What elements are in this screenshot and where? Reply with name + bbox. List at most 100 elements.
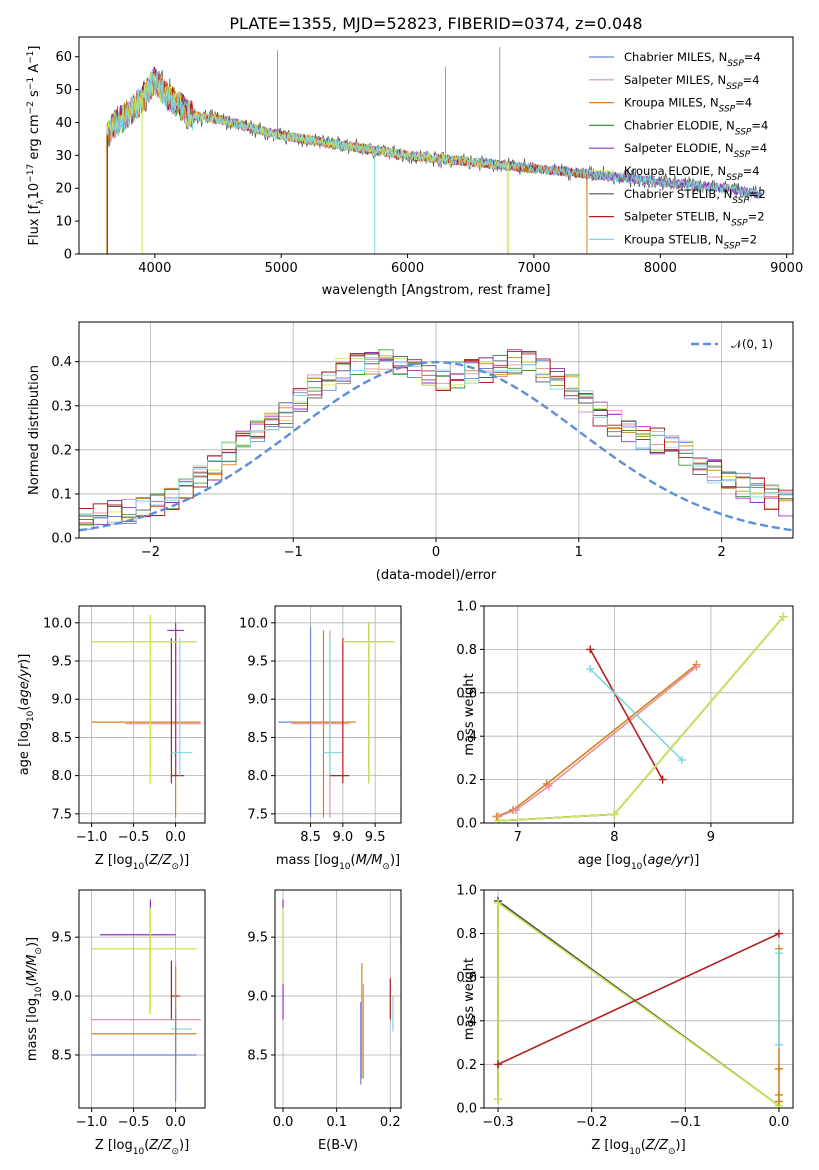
y-tick-label: 0.0 <box>456 817 477 832</box>
label-fragment: age/yr <box>647 853 690 868</box>
label-fragment: Salpeter ELODIE, N <box>624 141 734 155</box>
x-axis-label: Z [log10(Z/Z⊙)] <box>591 1138 685 1157</box>
axes-frame <box>274 889 402 1109</box>
y-tick-label: 10.0 <box>43 616 72 631</box>
histogram-step <box>79 355 793 526</box>
data-point <box>494 1060 503 1069</box>
y-tick-label: 10 <box>55 215 72 230</box>
y-tick-label: 1.0 <box>456 600 477 615</box>
y-tick-label: 50 <box>55 83 72 98</box>
x-tick-label: 9.5 <box>365 830 386 845</box>
x-tick-label: −2 <box>141 545 160 560</box>
label-fragment: =4 <box>735 96 752 110</box>
panel-residuals: −2 −1 0 1 2 0.0 0.1 0.2 0.3 0.4 (data-model)/error… <box>27 321 794 583</box>
label-fragment: 10 <box>26 710 36 722</box>
legend-entry: Chabrier ELODIE, NSSP=4 <box>624 118 768 137</box>
normal-curve <box>79 360 793 532</box>
x-tick-label: 8 <box>610 830 618 845</box>
label-fragment: )] <box>689 853 699 868</box>
label-fragment: Z [log <box>95 853 133 868</box>
legend-entry: Kroupa ELODIE, NSSP=4 <box>624 164 760 183</box>
label-fragment: =4 <box>751 118 768 132</box>
label-fragment: Chabrier STELIB, N <box>624 187 732 201</box>
y-tick-label: 8.5 <box>247 1048 268 1063</box>
histogram-step <box>79 355 793 519</box>
spectrum-line <box>106 65 762 198</box>
y-tick-label: 8.5 <box>51 1048 72 1063</box>
data-point <box>586 664 595 673</box>
y-tick-label: 0.3 <box>51 399 72 414</box>
label-fragment: SSP <box>726 82 743 92</box>
axes-frame <box>483 605 794 824</box>
y-axis-label: mass [log10(M/M⊙)] <box>25 937 44 1061</box>
x-axis-label: (data-model)/error <box>376 568 497 583</box>
label-fragment: ( <box>17 706 32 711</box>
x-axis-label: age [log10(age/yr)] <box>578 853 700 872</box>
legend-entry: Chabrier STELIB, NSSP=2 <box>624 187 766 206</box>
legend-entry: Chabrier MILES, NSSP=4 <box>624 50 761 69</box>
label-fragment: SSP <box>724 241 741 251</box>
y-axis-label: mass weight <box>462 673 477 755</box>
y-axis-label: Flux [fλ10−17 erg cm−2 s−1 A−1] <box>26 46 46 246</box>
label-fragment: erg cm <box>27 114 42 163</box>
label-fragment: ( <box>642 853 647 868</box>
label-fragment: age [log <box>578 853 631 868</box>
data-point <box>774 949 783 958</box>
label-fragment: ( <box>25 981 40 986</box>
y-axis-label: age [log10(age/yr)] <box>17 654 36 776</box>
y-tick-label: 9.5 <box>247 931 268 946</box>
y-tick-label: 8.5 <box>247 731 268 746</box>
y-axis-label: Normed distribution <box>27 365 42 495</box>
legend-entry: Salpeter MILES, NSSP=4 <box>624 73 760 92</box>
label-fragment: ( <box>351 853 356 868</box>
y-tick-label: 9.5 <box>51 931 72 946</box>
label-fragment: SSP <box>719 105 736 115</box>
x-tick-label: 7 <box>514 830 522 845</box>
label-fragment: =4 <box>743 164 760 178</box>
x-axis-label: E(B-V) <box>318 1138 358 1153</box>
panel-mass-vs-EBV: 0.0 0.1 0.2 8.5 9.0 9.5 E(B-V) <box>247 889 402 1153</box>
label-fragment: SSP <box>735 127 752 137</box>
label-fragment: =4 <box>750 141 767 155</box>
x-tick-label: −1.0 <box>76 1115 108 1130</box>
data-point <box>658 775 667 784</box>
y-tick-label: 9.0 <box>247 990 268 1005</box>
y-tick-label: 9.5 <box>247 655 268 670</box>
label-fragment: Kroupa MILES, N <box>624 96 719 110</box>
legend-entry: Kroupa STELIB, NSSP=2 <box>624 232 757 251</box>
y-tick-label: 20 <box>55 182 72 197</box>
y-tick-label: 8.5 <box>51 731 72 746</box>
label-fragment: =4 <box>744 50 761 64</box>
label-fragment: )] <box>17 654 32 664</box>
label-fragment: SSP <box>726 173 743 183</box>
label-fragment: Chabrier MILES, N <box>624 50 727 64</box>
label-fragment: 10 <box>339 862 351 872</box>
plot-area <box>106 46 762 254</box>
legend-entry: Kroupa MILES, NSSP=4 <box>624 96 752 115</box>
spectrum-line <box>106 68 762 199</box>
x-axis-label: Z [log10(Z/Z⊙)] <box>95 1138 189 1157</box>
x-tick-label: 5000 <box>265 261 298 276</box>
label-fragment: ⊙ <box>382 862 390 872</box>
y-tick-label: 0 <box>64 248 72 263</box>
series-line <box>589 649 664 780</box>
label-fragment: age [log <box>17 722 32 775</box>
label-fragment: =2 <box>740 232 757 246</box>
label-fragment: 10 <box>133 862 145 872</box>
label-fragment: Kroupa STELIB, N <box>624 232 724 246</box>
x-tick-label: 8.5 <box>300 830 321 845</box>
label-fragment: ] <box>27 46 42 51</box>
label-fragment: ( <box>641 1138 646 1153</box>
panel-massweight-vs-Z: −0.3 −0.2 −0.1 0.0 0.0 0.2 0.4 0.6 0.8 1.0 Z [log1… <box>456 884 794 1157</box>
figure-title: PLATE=1355, MJD=52823, FIBERID=0374, z=0… <box>229 14 642 33</box>
panel-spectrum: 4000 5000 6000 7000 8000 9000 0 10 20 30 40 50 60 wav… <box>26 36 803 298</box>
y-tick-label: 9.0 <box>51 990 72 1005</box>
data-point <box>677 756 686 765</box>
label-fragment: Kroupa ELODIE, N <box>624 164 726 178</box>
label-fragment: =2 <box>749 187 766 201</box>
label-fragment: )] <box>179 853 189 868</box>
y-tick-label: 0.4 <box>456 1014 477 1029</box>
data-point <box>692 662 701 671</box>
y-tick-label: 9.0 <box>247 693 268 708</box>
